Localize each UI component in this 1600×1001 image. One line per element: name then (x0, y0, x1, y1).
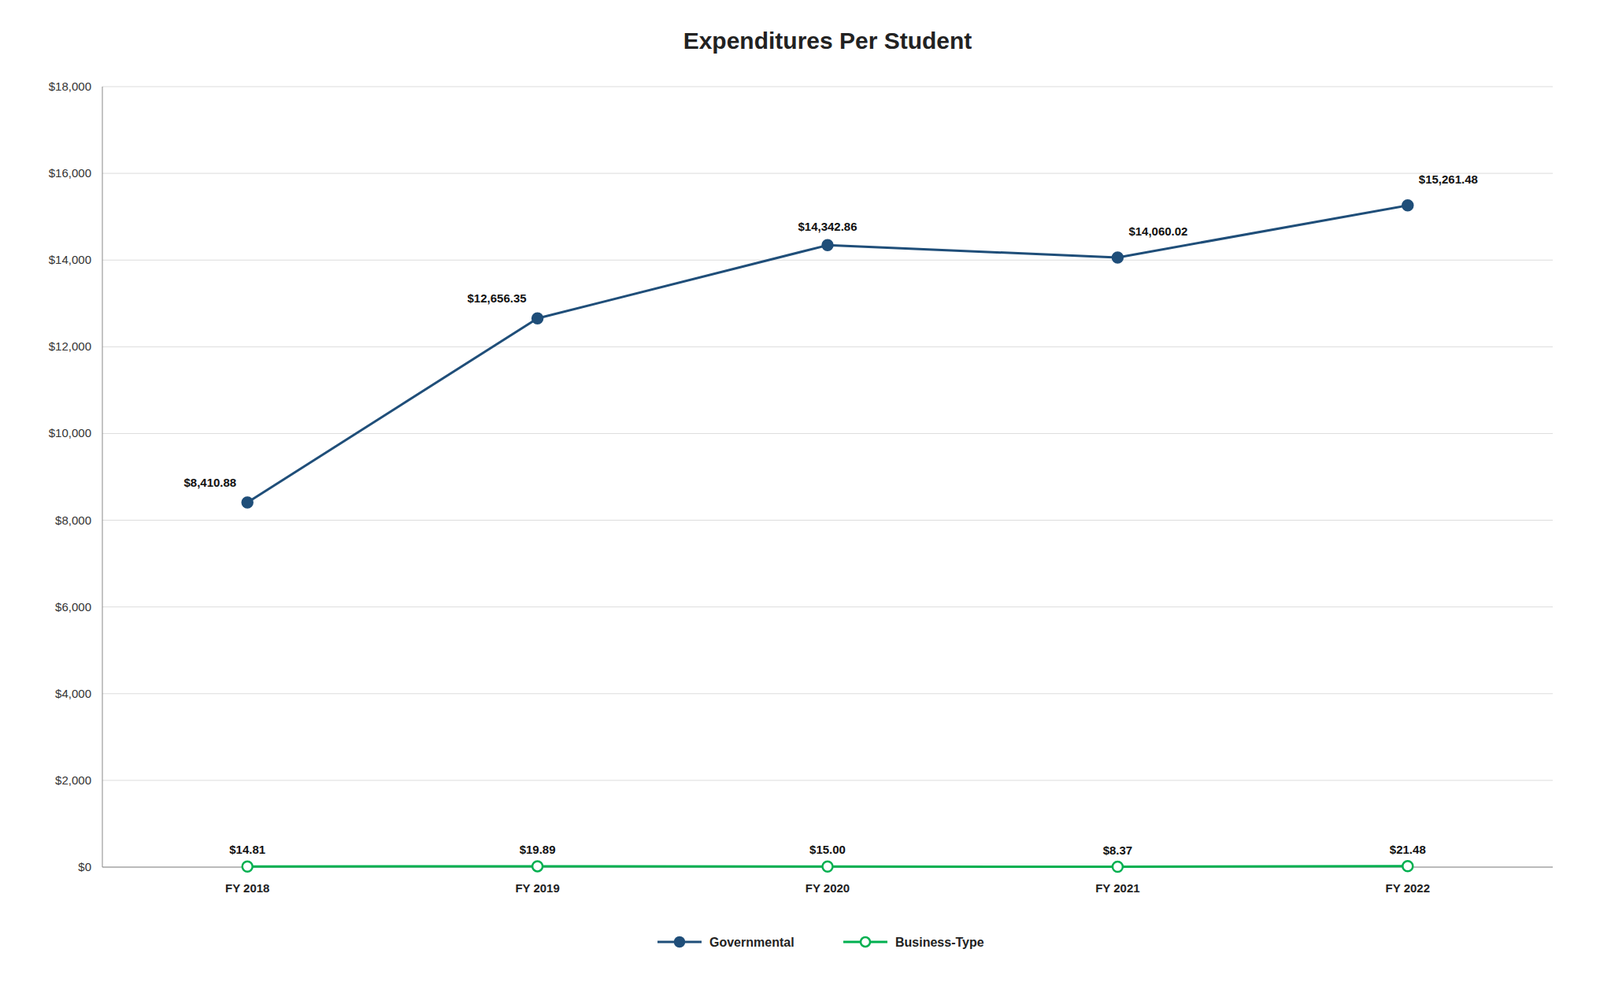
grid-line (102, 692, 1553, 694)
plot-area (242, 200, 1414, 872)
y-tick-label: $2,000 (55, 773, 92, 787)
grid-line (102, 173, 1553, 175)
data-label: $8,410.88 (183, 475, 237, 489)
y-tick-label: $10,000 (48, 425, 92, 440)
grid-line (102, 433, 1553, 434)
y-axis: $0 $2,000 $4,000 $6,000 $8,000 $10,000 $12,000… (48, 79, 1553, 874)
grid-line (102, 606, 1553, 608)
y-tick-label: $12,000 (48, 339, 92, 353)
data-label: $8.37 (1103, 843, 1134, 857)
data-point (532, 313, 543, 324)
grid-line (102, 346, 1553, 348)
data-label: $21.48 (1389, 842, 1426, 856)
y-axis-line (102, 86, 104, 867)
data-point (1402, 860, 1413, 871)
x-tick-label: FY 2020 (805, 881, 850, 895)
y-tick-label: $4,000 (55, 686, 92, 700)
grid-line (102, 259, 1553, 261)
data-label: $12,656.35 (467, 291, 527, 305)
data-point (242, 861, 253, 872)
data-point (822, 861, 834, 872)
legend-label: Governmental (709, 935, 795, 949)
y-tick-label: $0 (77, 859, 92, 874)
y-tick-label: $8,000 (55, 513, 92, 527)
chart-container: Expenditures Per Student $0 $2,000 $4,000 $6… (0, 0, 1600, 1001)
legend-marker (674, 937, 685, 947)
data-label: $14,060.02 (1128, 224, 1188, 238)
series-line-group (242, 860, 1414, 872)
data-label: $14,342.86 (797, 219, 857, 234)
x-tick-label: FY 2018 (225, 881, 270, 895)
grid-line (102, 779, 1553, 781)
legend: Governmental Business-Type (657, 935, 985, 949)
series-line-group (242, 200, 1414, 508)
grid-line (102, 519, 1553, 521)
legend-label: Business-Type (895, 935, 985, 949)
x-tick-label: FY 2019 (514, 881, 560, 895)
y-tick-label: $6,000 (55, 600, 92, 614)
series-line (247, 205, 1408, 503)
chart-title: Expenditures Per Student (683, 27, 973, 54)
legend-item: Business-Type (843, 935, 985, 949)
x-tick-label: FY 2022 (1385, 881, 1430, 895)
legend-marker (860, 937, 871, 947)
x-tick-label: FY 2021 (1095, 881, 1140, 895)
data-point (822, 240, 834, 251)
y-tick-label: $18,000 (48, 79, 92, 93)
grid-line (102, 86, 1553, 88)
data-label: $15,261.48 (1418, 172, 1478, 186)
chart-svg: Expenditures Per Student $0 $2,000 $4,000 $6… (0, 0, 1600, 1001)
data-point (1112, 861, 1123, 872)
data-point (532, 860, 543, 871)
x-axis: FY 2018 FY 2019 FY 2020 FY 2021 FY 2022 (225, 881, 1430, 895)
data-point (1112, 251, 1123, 263)
y-tick-label: $16,000 (48, 166, 92, 180)
y-tick-label: $14,000 (48, 252, 92, 267)
data-label: $14.81 (229, 842, 266, 856)
legend-item: Governmental (657, 935, 795, 949)
data-point (1402, 200, 1413, 211)
data-labels: $8,410.88 $12,656.35 $14,342.86 $14,060.02 $… (183, 172, 1478, 857)
data-label: $19.89 (519, 842, 556, 856)
data-point (242, 496, 253, 508)
data-label: $15.00 (809, 842, 846, 856)
